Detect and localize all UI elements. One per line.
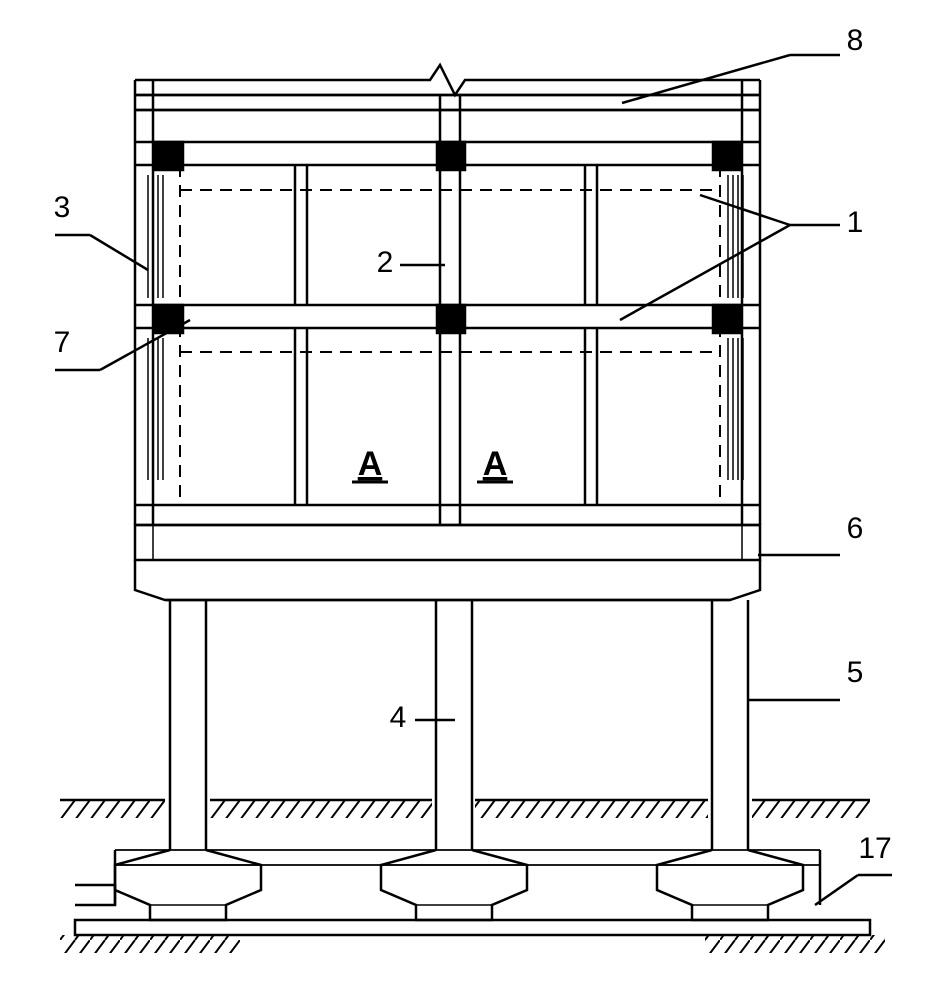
svg-text:6: 6 xyxy=(847,512,864,545)
svg-text:4: 4 xyxy=(390,701,407,734)
svg-text:A: A xyxy=(483,445,508,483)
svg-text:17: 17 xyxy=(858,832,891,865)
svg-text:5: 5 xyxy=(847,656,864,689)
svg-text:7: 7 xyxy=(54,326,71,359)
svg-text:8: 8 xyxy=(847,24,864,57)
svg-text:3: 3 xyxy=(54,191,71,224)
svg-text:2: 2 xyxy=(377,246,394,279)
svg-text:1: 1 xyxy=(847,206,864,239)
svg-text:A: A xyxy=(358,445,383,483)
structural-diagram: A A 8 1 2 3 7 6 4 5 17 xyxy=(54,24,892,953)
